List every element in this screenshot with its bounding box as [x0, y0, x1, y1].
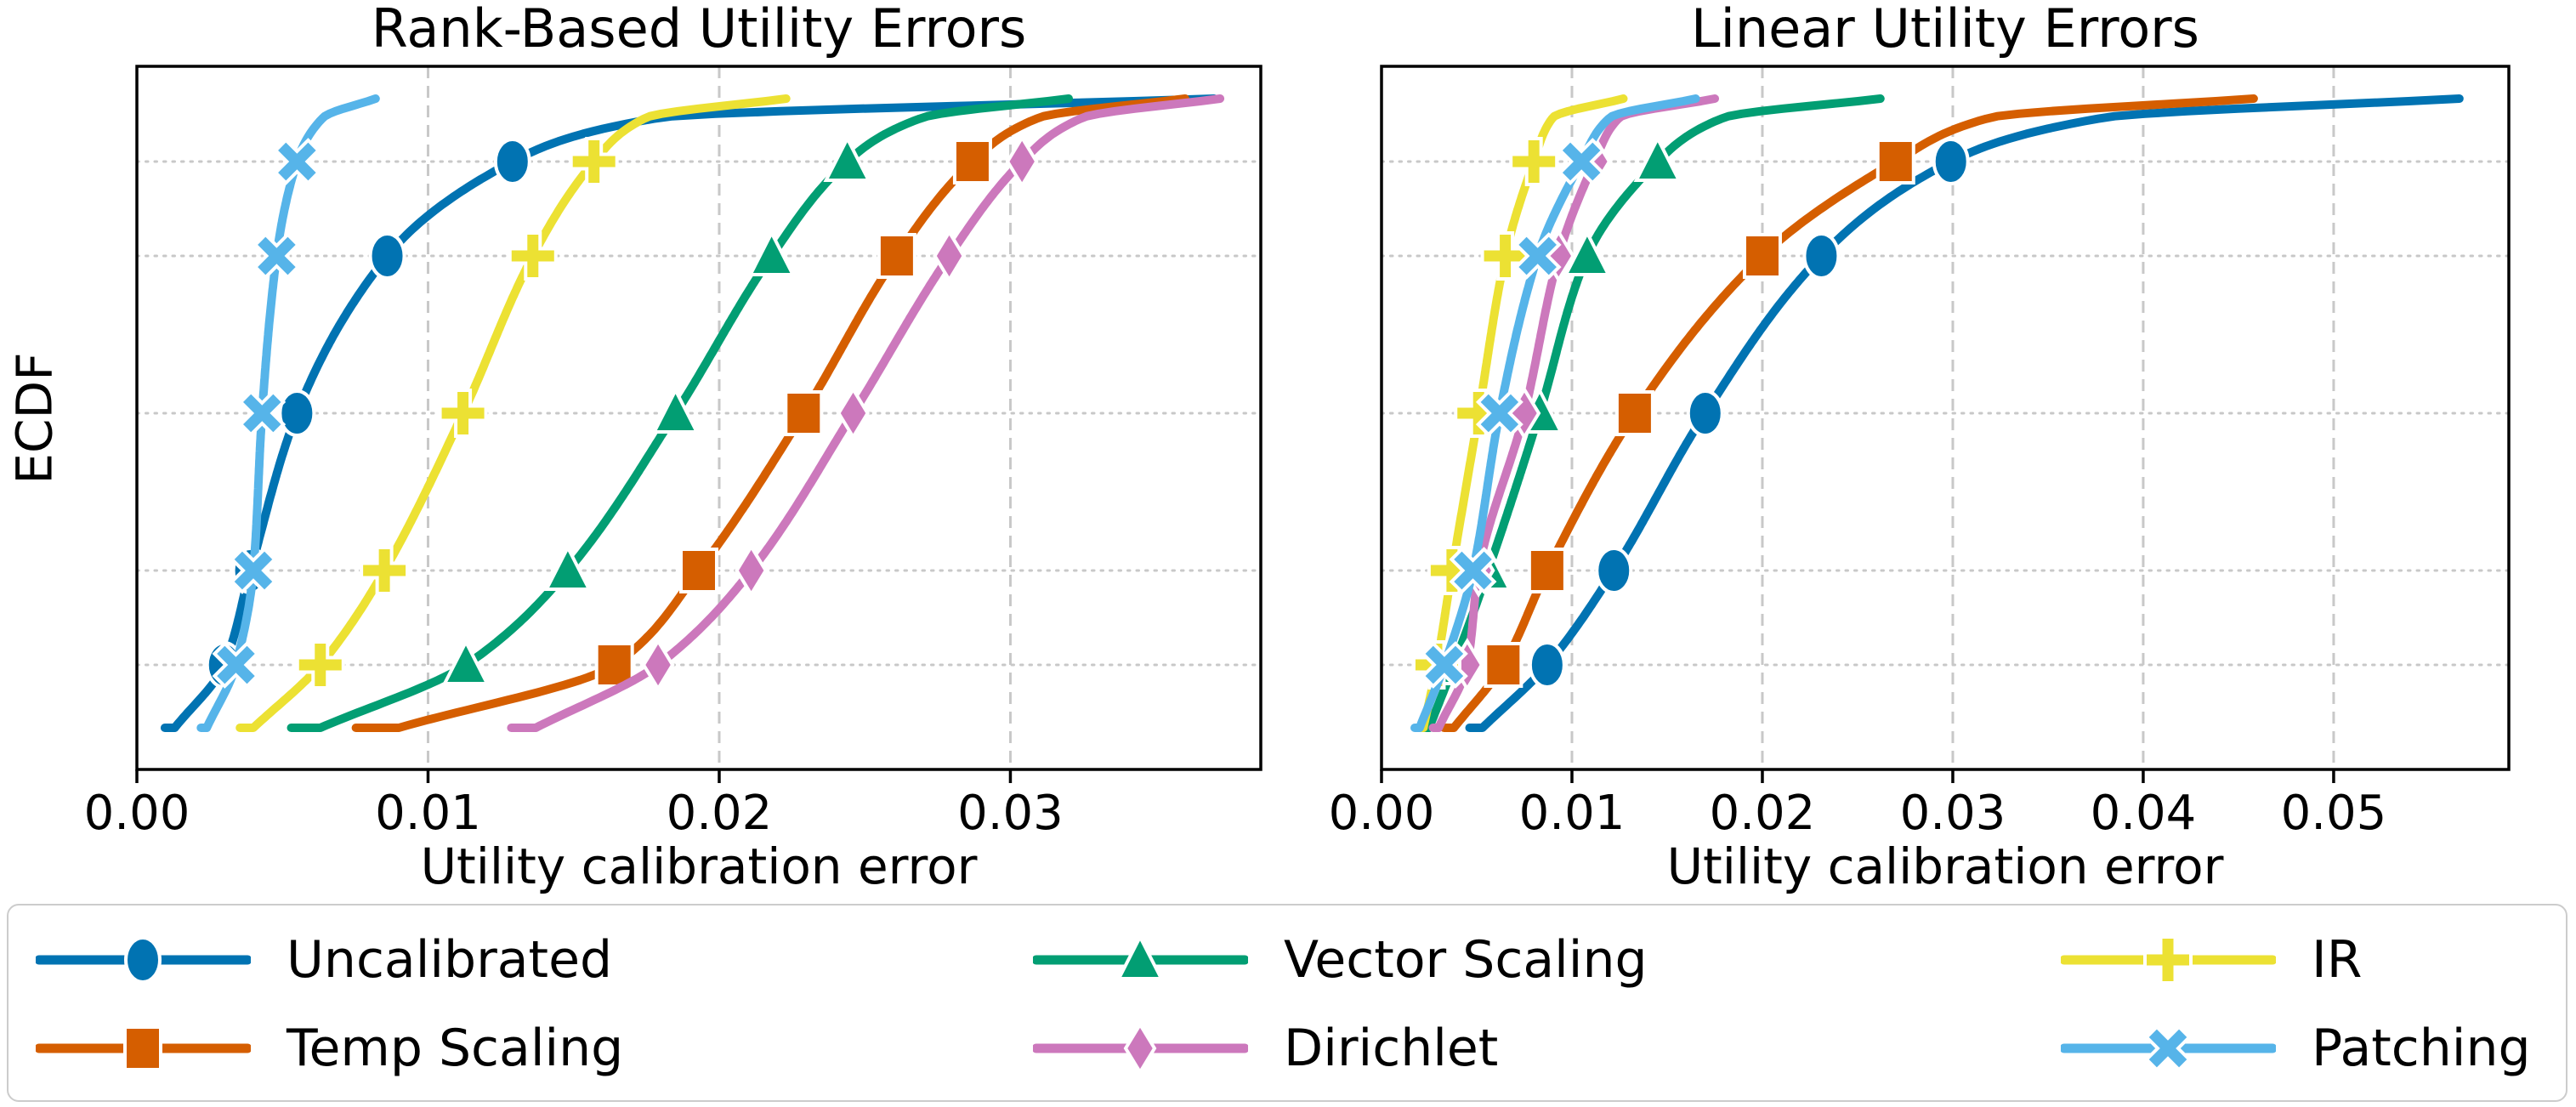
svg-text:0.05: 0.05 — [2281, 786, 2387, 841]
legend-item-uncalibrated: Uncalibrated — [36, 924, 612, 996]
right-x-axis-label: Utility calibration error — [1666, 837, 2224, 895]
legend-item-ir: IR — [2061, 924, 2362, 996]
legend-item-temp-scaling: Temp Scaling — [36, 1013, 623, 1084]
legend-label: Patching — [2312, 1019, 2531, 1078]
right-panel-title: Linear Utility Errors — [1691, 0, 2199, 60]
legend-label: Dirichlet — [1284, 1019, 1499, 1078]
legend-label: Uncalibrated — [287, 930, 613, 990]
legend-label: Temp Scaling — [287, 1019, 624, 1078]
svg-text:0.01: 0.01 — [1519, 786, 1626, 841]
legend-label: Vector Scaling — [1284, 930, 1648, 990]
svg-text:0.00: 0.00 — [1329, 786, 1435, 841]
legend-sample-triangle-icon — [1033, 933, 1248, 980]
legend-sample-diamond-icon — [1033, 1021, 1248, 1076]
svg-text:0.01: 0.01 — [375, 786, 481, 841]
left-x-axis-label: Utility calibration error — [420, 837, 978, 895]
left-panel-title: Rank-Based Utility Errors — [371, 0, 1027, 60]
legend-sample-circle-icon — [36, 936, 251, 984]
svg-text:0.02: 0.02 — [667, 786, 773, 841]
legend-label: IR — [2312, 930, 2363, 990]
legend-item-dirichlet: Dirichlet — [1033, 1013, 1498, 1084]
y-axis-label: ECDF — [6, 351, 65, 485]
y-axis-label-wrap: ECDF — [6, 66, 65, 769]
svg-text:0.03: 0.03 — [1900, 786, 2006, 841]
legend-item-patching: Patching — [2061, 1013, 2531, 1084]
legend-sample-square-icon — [36, 1025, 251, 1071]
svg-text:0.00: 0.00 — [84, 786, 190, 841]
legend-item-vector-scaling: Vector Scaling — [1033, 924, 1648, 996]
legend-box: Uncalibrated Temp Scaling Vector Scaling… — [7, 904, 2567, 1102]
legend-sample-x-icon — [2061, 1025, 2276, 1072]
svg-text:0.03: 0.03 — [957, 786, 1064, 841]
svg-text:0.02: 0.02 — [1710, 786, 1816, 841]
svg-text:0.04: 0.04 — [2091, 786, 2197, 841]
legend-sample-plus-icon — [2061, 935, 2276, 985]
